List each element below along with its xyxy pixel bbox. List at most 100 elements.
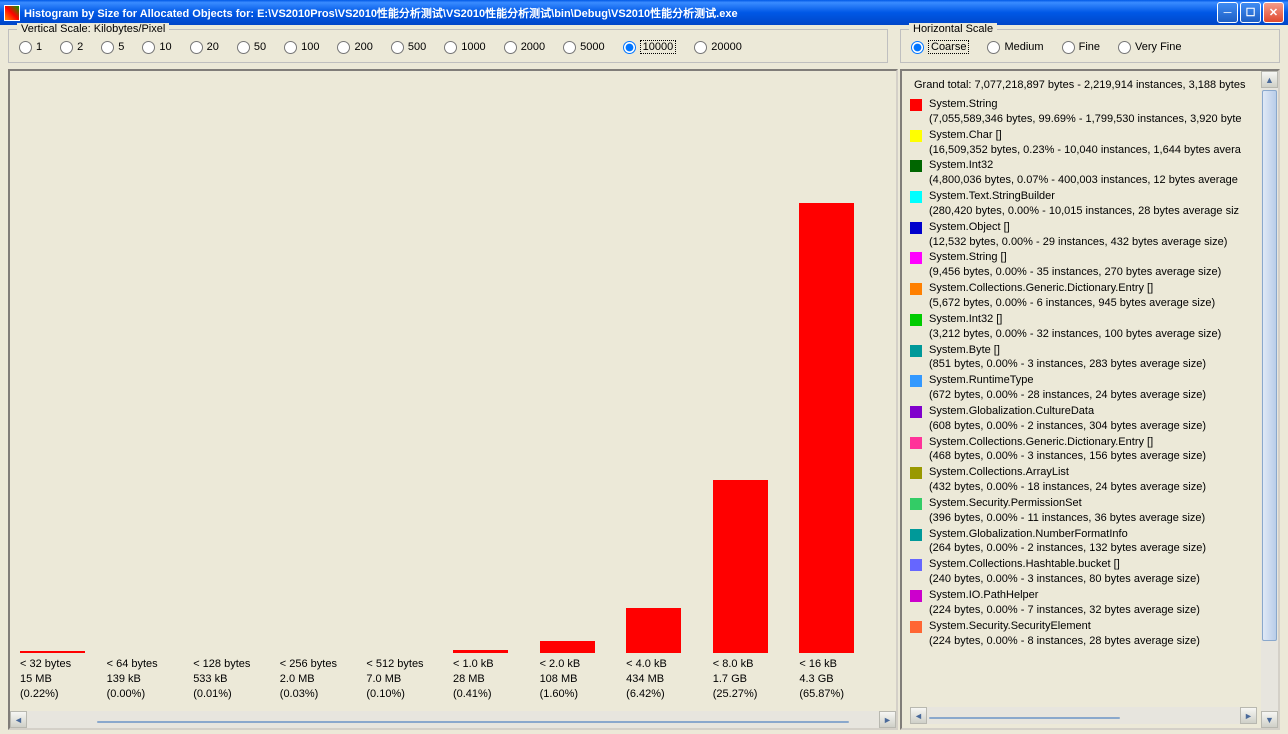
legend-item[interactable]: System.Collections.Generic.Dictionary.En…	[910, 435, 1257, 465]
legend-item[interactable]: System.Int32 [](3,212 bytes, 0.00% - 32 …	[910, 312, 1257, 342]
vscale-radio-10[interactable]: 10	[142, 40, 171, 54]
legend-vscrollbar[interactable]: ▲ ▼	[1261, 71, 1278, 728]
legend-swatch	[910, 99, 922, 111]
scroll-left-icon[interactable]: ◄	[10, 711, 27, 728]
legend-name: System.Security.PermissionSet	[929, 496, 1205, 511]
scroll-thumb[interactable]	[1262, 90, 1277, 641]
hscale-radio-fine[interactable]: Fine	[1062, 40, 1100, 54]
legend-name: System.Security.SecurityElement	[929, 619, 1200, 634]
legend-pane: Grand total: 7,077,218,897 bytes - 2,219…	[900, 69, 1280, 730]
maximize-button[interactable]: ☐	[1240, 2, 1261, 23]
legend-detail: (396 bytes, 0.00% - 11 instances, 36 byt…	[929, 511, 1205, 526]
vscale-radio-2000[interactable]: 2000	[504, 40, 545, 54]
legend-detail: (224 bytes, 0.00% - 7 instances, 32 byte…	[929, 603, 1200, 618]
legend-item[interactable]: System.Globalization.CultureData(608 byt…	[910, 404, 1257, 434]
scroll-thumb[interactable]	[97, 721, 849, 723]
vscale-radio-100[interactable]: 100	[284, 40, 319, 54]
vscale-radio-10000[interactable]: 10000	[623, 40, 677, 54]
histogram-chart: tes < 32 bytes15 MB(0.22%)< 64 bytes139 …	[10, 71, 896, 711]
legend-swatch	[910, 559, 922, 571]
legend-item[interactable]: System.Collections.Generic.Dictionary.En…	[910, 281, 1257, 311]
histogram-label: < 256 bytes2.0 MB(0.03%)	[280, 657, 367, 711]
legend-item[interactable]: System.Int32(4,800,036 bytes, 0.07% - 40…	[910, 158, 1257, 188]
hscale-radio-very-fine[interactable]: Very Fine	[1118, 40, 1181, 54]
legend-detail: (468 bytes, 0.00% - 3 instances, 156 byt…	[929, 449, 1206, 464]
vscale-radio-1000[interactable]: 1000	[444, 40, 485, 54]
scroll-up-icon[interactable]: ▲	[1261, 71, 1278, 88]
legend-item[interactable]: System.Collections.ArrayList(432 bytes, …	[910, 465, 1257, 495]
legend-name: System.Collections.Generic.Dictionary.En…	[929, 281, 1215, 296]
legend-item[interactable]: System.Text.StringBuilder(280,420 bytes,…	[910, 189, 1257, 219]
histogram-label: < 1.0 kB28 MB(0.41%)	[453, 657, 540, 711]
legend-name: System.String []	[929, 250, 1221, 265]
vscale-radio-5000[interactable]: 5000	[563, 40, 604, 54]
legend-swatch	[910, 467, 922, 479]
legend-item[interactable]: System.Object [](12,532 bytes, 0.00% - 2…	[910, 220, 1257, 250]
vscale-radio-20[interactable]: 20	[190, 40, 219, 54]
legend-swatch	[910, 529, 922, 541]
histogram-label: < 4.0 kB434 MB(6.42%)	[626, 657, 713, 711]
legend-item[interactable]: System.IO.PathHelper(224 bytes, 0.00% - …	[910, 588, 1257, 618]
histogram-label: < 16 kB4.3 GB(65.87%)	[799, 657, 886, 711]
legend-name: System.Globalization.NumberFormatInfo	[929, 527, 1206, 542]
vscale-radio-50[interactable]: 50	[237, 40, 266, 54]
legend-swatch	[910, 590, 922, 602]
window-title: Histogram by Size for Allocated Objects …	[24, 5, 1217, 21]
histogram-bar	[20, 650, 107, 653]
legend-swatch	[910, 314, 922, 326]
legend-detail: (280,420 bytes, 0.00% - 10,015 instances…	[929, 204, 1239, 219]
vscale-radio-500[interactable]: 500	[391, 40, 426, 54]
legend-name: System.Collections.Hashtable.bucket []	[929, 557, 1200, 572]
histogram-label: < 32 bytes15 MB(0.22%)	[20, 657, 107, 711]
close-button[interactable]: ✕	[1263, 2, 1284, 23]
vscale-radio-1[interactable]: 1	[19, 40, 42, 54]
horizontal-scale-title: Horizontal Scale	[909, 23, 997, 35]
legend-item[interactable]: System.Globalization.NumberFormatInfo(26…	[910, 527, 1257, 557]
legend-swatch	[910, 375, 922, 387]
vscale-radio-20000[interactable]: 20000	[694, 40, 742, 54]
scroll-thumb[interactable]	[929, 717, 1120, 719]
legend-name: System.Globalization.CultureData	[929, 404, 1206, 419]
chart-hscrollbar[interactable]: ◄ ►	[10, 711, 896, 728]
legend-item[interactable]: System.Collections.Hashtable.bucket [](2…	[910, 557, 1257, 587]
scroll-right-icon[interactable]: ►	[1240, 707, 1257, 724]
legend-detail: (4,800,036 bytes, 0.07% - 400,003 instan…	[929, 173, 1238, 188]
vscale-radio-5[interactable]: 5	[101, 40, 124, 54]
legend-swatch	[910, 160, 922, 172]
histogram-bar	[540, 641, 627, 653]
legend-swatch	[910, 498, 922, 510]
legend-hscrollbar[interactable]: ◄ ►	[910, 707, 1257, 724]
hscale-radio-coarse[interactable]: Coarse	[911, 40, 969, 54]
legend-swatch	[910, 621, 922, 633]
legend-item[interactable]: System.String(7,055,589,346 bytes, 99.69…	[910, 97, 1257, 127]
legend-detail: (7,055,589,346 bytes, 99.69% - 1,799,530…	[929, 112, 1242, 127]
legend-item[interactable]: System.String [](9,456 bytes, 0.00% - 35…	[910, 250, 1257, 280]
histogram-label: < 64 bytes139 kB(0.00%)	[107, 657, 194, 711]
histogram-bar	[626, 608, 713, 653]
vertical-scale-group: Vertical Scale: Kilobytes/Pixel 12510205…	[8, 29, 888, 63]
legend-item[interactable]: System.Security.SecurityElement(224 byte…	[910, 619, 1257, 649]
legend-swatch	[910, 252, 922, 264]
app-icon	[4, 5, 20, 21]
histogram-pane: tes < 32 bytes15 MB(0.22%)< 64 bytes139 …	[8, 69, 898, 730]
hscale-radio-medium[interactable]: Medium	[987, 40, 1043, 54]
legend-detail: (9,456 bytes, 0.00% - 35 instances, 270 …	[929, 265, 1221, 280]
histogram-label: < 2.0 kB108 MB(1.60%)	[540, 657, 627, 711]
vscale-radio-2[interactable]: 2	[60, 40, 83, 54]
scroll-left-icon[interactable]: ◄	[910, 707, 927, 724]
legend-swatch	[910, 406, 922, 418]
legend-item[interactable]: System.Byte [](851 bytes, 0.00% - 3 inst…	[910, 343, 1257, 373]
scroll-right-icon[interactable]: ►	[879, 711, 896, 728]
legend-item[interactable]: System.Security.PermissionSet(396 bytes,…	[910, 496, 1257, 526]
legend-swatch	[910, 345, 922, 357]
legend-item[interactable]: System.RuntimeType(672 bytes, 0.00% - 28…	[910, 373, 1257, 403]
vscale-radio-200[interactable]: 200	[337, 40, 372, 54]
legend-swatch	[910, 437, 922, 449]
scroll-down-icon[interactable]: ▼	[1261, 711, 1278, 728]
minimize-button[interactable]: ─	[1217, 2, 1238, 23]
legend-detail: (608 bytes, 0.00% - 2 instances, 304 byt…	[929, 419, 1206, 434]
histogram-label: < 8.0 kB1.7 GB(25.27%)	[713, 657, 800, 711]
legend-item[interactable]: System.Char [](16,509,352 bytes, 0.23% -…	[910, 128, 1257, 158]
legend-detail: (851 bytes, 0.00% - 3 instances, 283 byt…	[929, 357, 1206, 372]
legend-name: System.IO.PathHelper	[929, 588, 1200, 603]
